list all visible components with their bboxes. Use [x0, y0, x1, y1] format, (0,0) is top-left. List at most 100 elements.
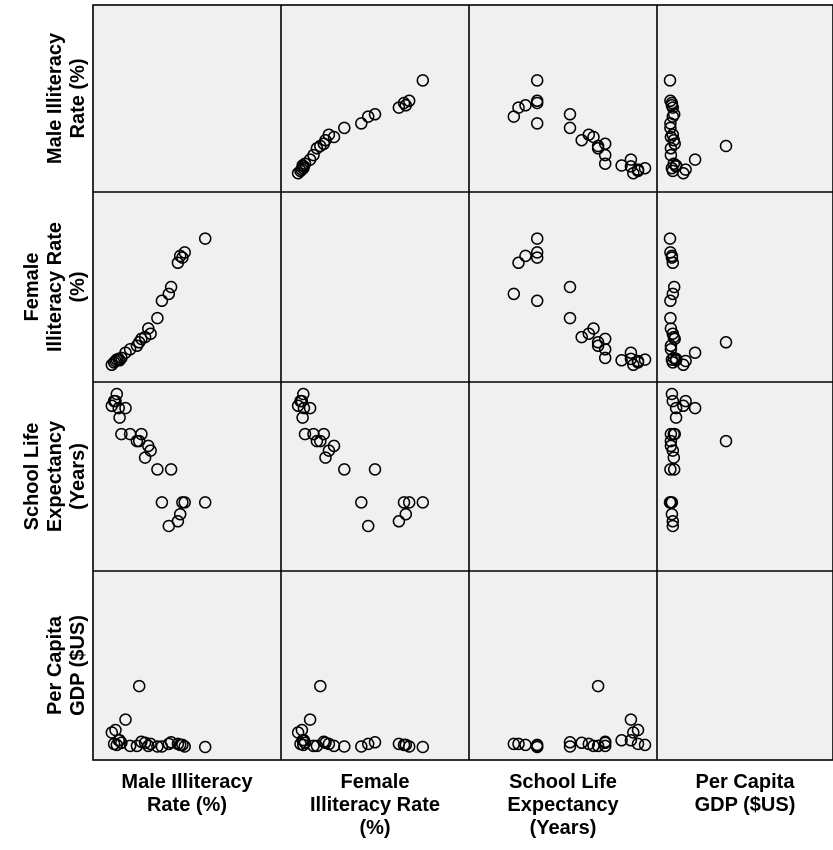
data-point: [591, 739, 605, 753]
data-point: [113, 354, 126, 367]
data-point: [666, 128, 680, 141]
data-point: [530, 74, 544, 87]
data-point: [151, 740, 164, 753]
data-point: [530, 740, 544, 754]
data-point: [173, 507, 187, 521]
data-point: [130, 339, 144, 353]
data-point: [530, 294, 544, 308]
data-point: [512, 101, 525, 114]
data-point: [664, 463, 677, 476]
data-point: [307, 148, 320, 162]
data-point: [399, 507, 413, 521]
data-point: [113, 411, 126, 424]
data-point: [164, 463, 178, 476]
data-point: [667, 280, 681, 294]
data-point: [164, 736, 178, 749]
data-point: [109, 394, 122, 408]
data-point: [310, 739, 324, 753]
data-point: [667, 157, 681, 170]
data-point: [512, 256, 525, 270]
data-point: [615, 734, 628, 747]
data-point: [638, 161, 652, 175]
data-point: [416, 740, 430, 754]
data-point: [297, 401, 311, 415]
data-point: [664, 246, 677, 259]
data-point: [296, 734, 309, 747]
data-point: [368, 108, 382, 121]
data-point: [563, 311, 577, 325]
data-point: [155, 496, 169, 509]
data-point: [355, 740, 368, 753]
data-point: [615, 159, 628, 172]
data-point: [112, 401, 125, 415]
data-point: [164, 280, 178, 294]
data-point: [598, 137, 612, 151]
panel-female_illiteracy-vs-per_capita_gdp: [663, 232, 733, 372]
panel-school_life_expectancy-vs-male_illiteracy: [105, 387, 212, 533]
data-point: [198, 232, 212, 245]
data-point: [110, 387, 124, 401]
data-point: [563, 740, 577, 753]
panel-school_life_expectancy-vs-female_illiteracy: [291, 387, 430, 533]
cell-male_illiteracy-vs-male_illiteracy: [93, 5, 281, 192]
data-point: [664, 311, 677, 325]
data-point: [338, 463, 351, 476]
data-point: [338, 121, 351, 135]
data-point: [665, 251, 679, 264]
panel-male_illiteracy-vs-per_capita_gdp: [663, 74, 733, 180]
panel-male_illiteracy-vs-school_life_expectancy: [507, 74, 652, 180]
data-point: [663, 74, 677, 87]
data-point: [664, 130, 678, 144]
panel-per_capita_gdp-vs-school_life_expectancy: [507, 679, 652, 754]
data-point: [155, 294, 169, 308]
data-point: [666, 394, 680, 408]
matrix-frame: [92, 4, 833, 761]
data-point: [679, 354, 692, 368]
data-point: [530, 232, 544, 245]
data-point: [665, 96, 679, 110]
data-point: [303, 713, 317, 726]
data-point: [123, 343, 137, 356]
data-point: [507, 737, 521, 751]
data-point: [310, 434, 324, 448]
data-point: [575, 330, 588, 344]
data-point: [638, 353, 652, 366]
data-point: [631, 163, 645, 176]
x-label-female_illiteracy: Female Illiteracy Rate (%): [310, 771, 440, 839]
data-point: [688, 153, 702, 166]
data-point: [151, 463, 164, 476]
data-point: [392, 515, 406, 528]
data-point: [638, 738, 652, 752]
data-point: [176, 738, 189, 752]
data-point: [303, 401, 317, 415]
data-point: [397, 496, 411, 509]
data-point: [322, 444, 336, 457]
data-point: [591, 339, 605, 353]
data-point: [664, 94, 677, 108]
data-point: [530, 246, 544, 259]
data-point: [669, 159, 683, 172]
data-point: [688, 346, 702, 359]
data-point: [624, 346, 638, 359]
data-point: [624, 153, 638, 166]
data-point: [598, 157, 612, 170]
data-point: [402, 496, 416, 509]
data-point: [317, 427, 331, 441]
data-point: [582, 327, 596, 340]
y-label-per_capita_gdp: Per CapitaGDP ($US): [44, 615, 89, 716]
data-point: [178, 246, 191, 259]
data-point: [144, 444, 157, 457]
data-point: [624, 160, 638, 173]
cell-school_life_expectancy-vs-per_capita_gdp: [657, 382, 833, 571]
data-point: [314, 434, 327, 448]
data-point: [144, 327, 157, 340]
data-point: [665, 507, 679, 521]
data-point: [530, 251, 544, 264]
y-label-female_illiteracy: FemaleIlliteracy Rate(%): [21, 222, 89, 352]
data-point: [530, 117, 544, 130]
data-point: [666, 287, 680, 301]
data-point: [519, 99, 532, 112]
data-point: [563, 108, 577, 121]
data-point: [198, 740, 212, 754]
data-point: [624, 734, 638, 747]
